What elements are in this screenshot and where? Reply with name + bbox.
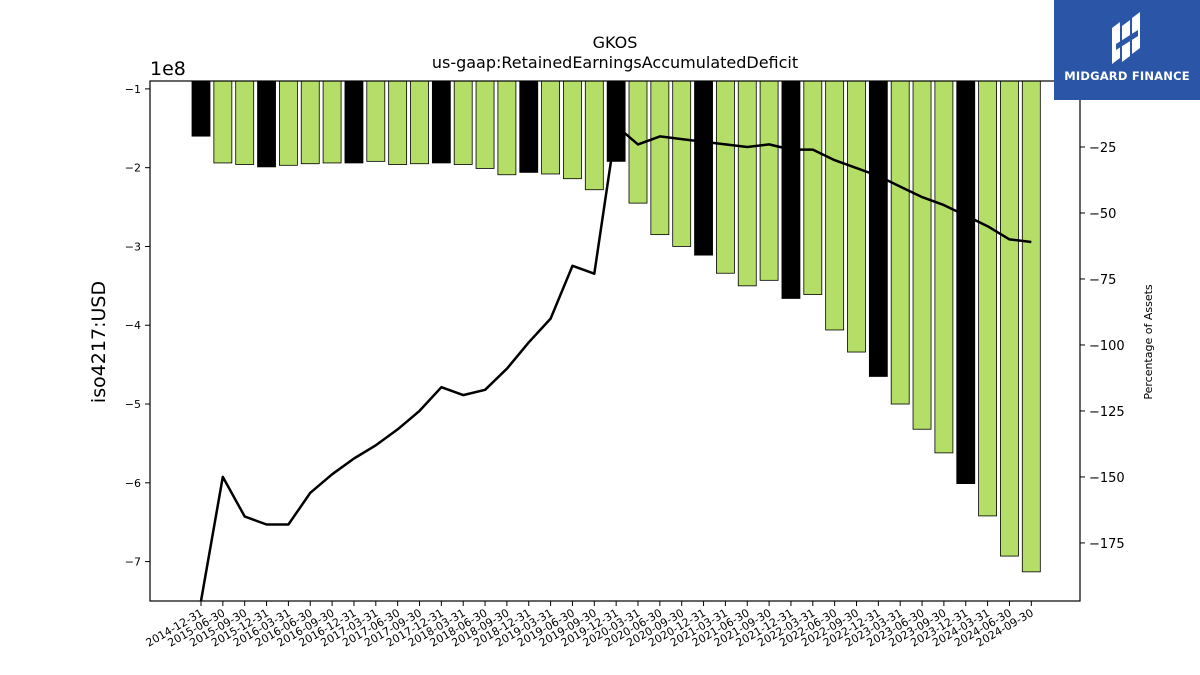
y2-tick-label: −75 bbox=[1089, 273, 1116, 288]
y-tick-label: −4 bbox=[125, 319, 141, 332]
y2-axis-label: Percentage of Assets bbox=[1142, 284, 1155, 400]
bar-2017-09-30 bbox=[410, 80, 429, 165]
bar-2021-09-30 bbox=[759, 80, 779, 281]
bar-2018-12-31 bbox=[519, 80, 539, 173]
y2-tick-label: −100 bbox=[1089, 339, 1125, 354]
y-tick-label: −3 bbox=[125, 240, 141, 253]
y-axis-label: iso4217:USD bbox=[88, 281, 110, 403]
bar-2024-06-30 bbox=[1000, 80, 1019, 557]
y-tick-label: −5 bbox=[125, 398, 141, 411]
bar-2020-06-30 bbox=[650, 80, 670, 236]
midgard-logo-icon bbox=[1112, 12, 1140, 64]
bar-2019-12-31 bbox=[606, 80, 626, 162]
bar-2017-12-31 bbox=[431, 80, 451, 164]
bar-2019-06-30 bbox=[563, 80, 582, 180]
bar-2022-12-31 bbox=[868, 80, 888, 377]
y2-tick-label: −25 bbox=[1089, 141, 1116, 156]
plot-frame bbox=[149, 80, 1081, 602]
bar-2024-03-31 bbox=[978, 80, 997, 517]
bar-2021-12-31 bbox=[781, 80, 801, 299]
y-offset-label: 1e8 bbox=[150, 58, 186, 80]
y-tick-label: −6 bbox=[125, 477, 141, 490]
bar-2016-03-31 bbox=[278, 80, 298, 166]
y2-tick-label: −125 bbox=[1089, 405, 1125, 420]
brand-name: MIDGARD FINANCE bbox=[1064, 69, 1190, 83]
bar-2020-09-30 bbox=[672, 80, 692, 247]
bar-2016-06-30 bbox=[300, 80, 320, 165]
bar-2018-09-30 bbox=[497, 80, 517, 176]
bar-2018-06-30 bbox=[475, 80, 495, 169]
bar-2022-06-30 bbox=[825, 80, 845, 331]
bar-2016-12-31 bbox=[344, 80, 364, 164]
bar-2016-09-30 bbox=[322, 80, 342, 164]
bar-2021-06-30 bbox=[737, 80, 757, 287]
bar-2015-06-30 bbox=[213, 80, 233, 164]
pct-of-assets-line bbox=[199, 124, 1032, 602]
bar-2018-03-31 bbox=[453, 80, 473, 165]
bar-2021-03-31 bbox=[716, 80, 735, 274]
bar-2024-09-30 bbox=[1021, 80, 1041, 573]
y-tick-label: −7 bbox=[125, 556, 141, 569]
bar-2020-12-31 bbox=[694, 80, 713, 256]
chart-title: GKOS bbox=[593, 33, 638, 52]
bar-2014-12-31 bbox=[191, 80, 211, 137]
bar-2023-06-30 bbox=[912, 80, 932, 430]
bar-2022-09-30 bbox=[847, 80, 866, 353]
bar-2023-12-31 bbox=[956, 80, 976, 485]
y-tick-label: −2 bbox=[125, 162, 141, 175]
bar-2015-12-31 bbox=[257, 80, 276, 168]
chart-subtitle: us-gaap:RetainedEarningsAccumulatedDefic… bbox=[432, 53, 798, 72]
y2-tick-label: −150 bbox=[1089, 471, 1125, 486]
brand-banner: MIDGARD FINANCE bbox=[1054, 0, 1200, 100]
bar-2015-09-30 bbox=[235, 80, 255, 165]
y2-tick-label: −175 bbox=[1089, 537, 1125, 552]
bar-2023-09-30 bbox=[934, 80, 954, 454]
bar-2017-03-31 bbox=[366, 80, 386, 162]
bar-2023-03-31 bbox=[890, 80, 910, 405]
y2-tick-label: −50 bbox=[1089, 207, 1116, 222]
bar-2022-03-31 bbox=[803, 80, 823, 295]
y-tick-label: −1 bbox=[125, 83, 141, 96]
bar-2019-09-30 bbox=[584, 80, 604, 191]
bar-2017-06-30 bbox=[388, 80, 408, 165]
bar-2019-03-31 bbox=[541, 80, 560, 175]
